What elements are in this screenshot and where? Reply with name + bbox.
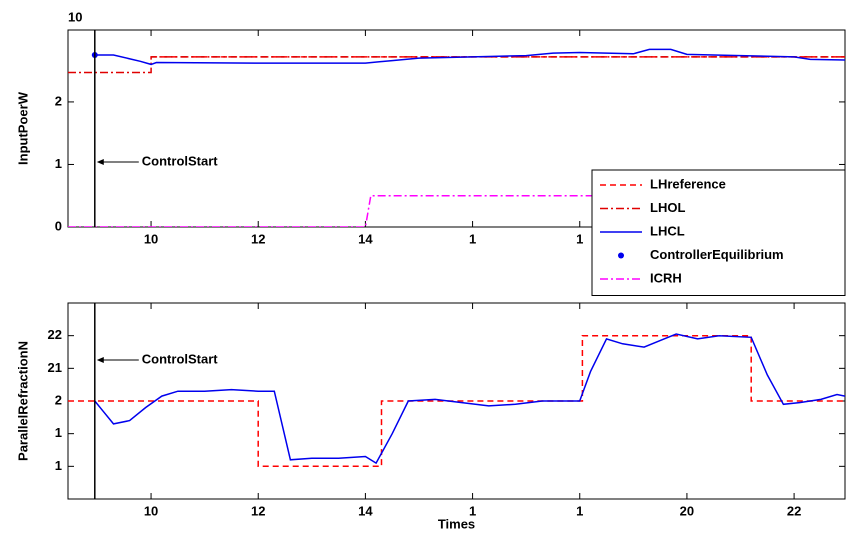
y-tick-label: 22 bbox=[48, 327, 62, 342]
legend-label: ICRH bbox=[650, 270, 682, 285]
series-line bbox=[94, 333, 845, 465]
legend-swatch bbox=[618, 252, 624, 259]
x-tick-label: 1 bbox=[576, 503, 583, 518]
y-tick-label: 2 bbox=[55, 93, 62, 108]
y-tick-label: 1 bbox=[55, 156, 62, 171]
x-tick-label: 1 bbox=[469, 231, 476, 246]
x-tick-label: 1 bbox=[576, 231, 583, 246]
x-tick-label: 12 bbox=[251, 503, 265, 518]
plot-frame bbox=[67, 29, 846, 228]
legend-label: LHreference bbox=[650, 176, 726, 191]
y-axis-label: InputPoerW bbox=[15, 91, 30, 165]
y-axis-label: ParallelRefractionN bbox=[15, 341, 30, 461]
x-tick-label: 20 bbox=[680, 503, 694, 518]
legend-label: LHOL bbox=[650, 200, 685, 215]
annotation: ControlStart bbox=[142, 351, 219, 366]
y-tick-label: 0 bbox=[55, 218, 62, 233]
series-line bbox=[68, 334, 845, 468]
y-tick-label: 2 bbox=[55, 392, 62, 407]
annotation: ControlStart bbox=[142, 153, 219, 168]
legend-label: ControllerEquilibrium bbox=[650, 247, 784, 262]
x-tick-label: 1 bbox=[469, 503, 476, 518]
plot-area bbox=[68, 333, 845, 468]
annotation-arrowhead bbox=[96, 159, 104, 165]
y-tick-label: 21 bbox=[48, 360, 62, 375]
y-tick-label: 1 bbox=[55, 458, 62, 473]
y-multiplier: 10 bbox=[68, 9, 82, 24]
series-line bbox=[68, 56, 845, 74]
legend-label: LHCL bbox=[650, 223, 685, 238]
x-axis-label: Times bbox=[438, 516, 475, 531]
x-tick-label: 10 bbox=[144, 503, 158, 518]
x-tick-label: 10 bbox=[144, 231, 158, 246]
x-tick-label: 14 bbox=[358, 503, 373, 518]
x-tick-label: 12 bbox=[251, 231, 265, 246]
x-tick-label: 22 bbox=[787, 503, 801, 518]
x-tick-label: 14 bbox=[358, 231, 373, 246]
y-tick-label: 1 bbox=[55, 425, 62, 440]
plot-frame bbox=[67, 302, 846, 500]
series-line bbox=[94, 48, 845, 66]
annotation-arrowhead bbox=[96, 357, 104, 363]
